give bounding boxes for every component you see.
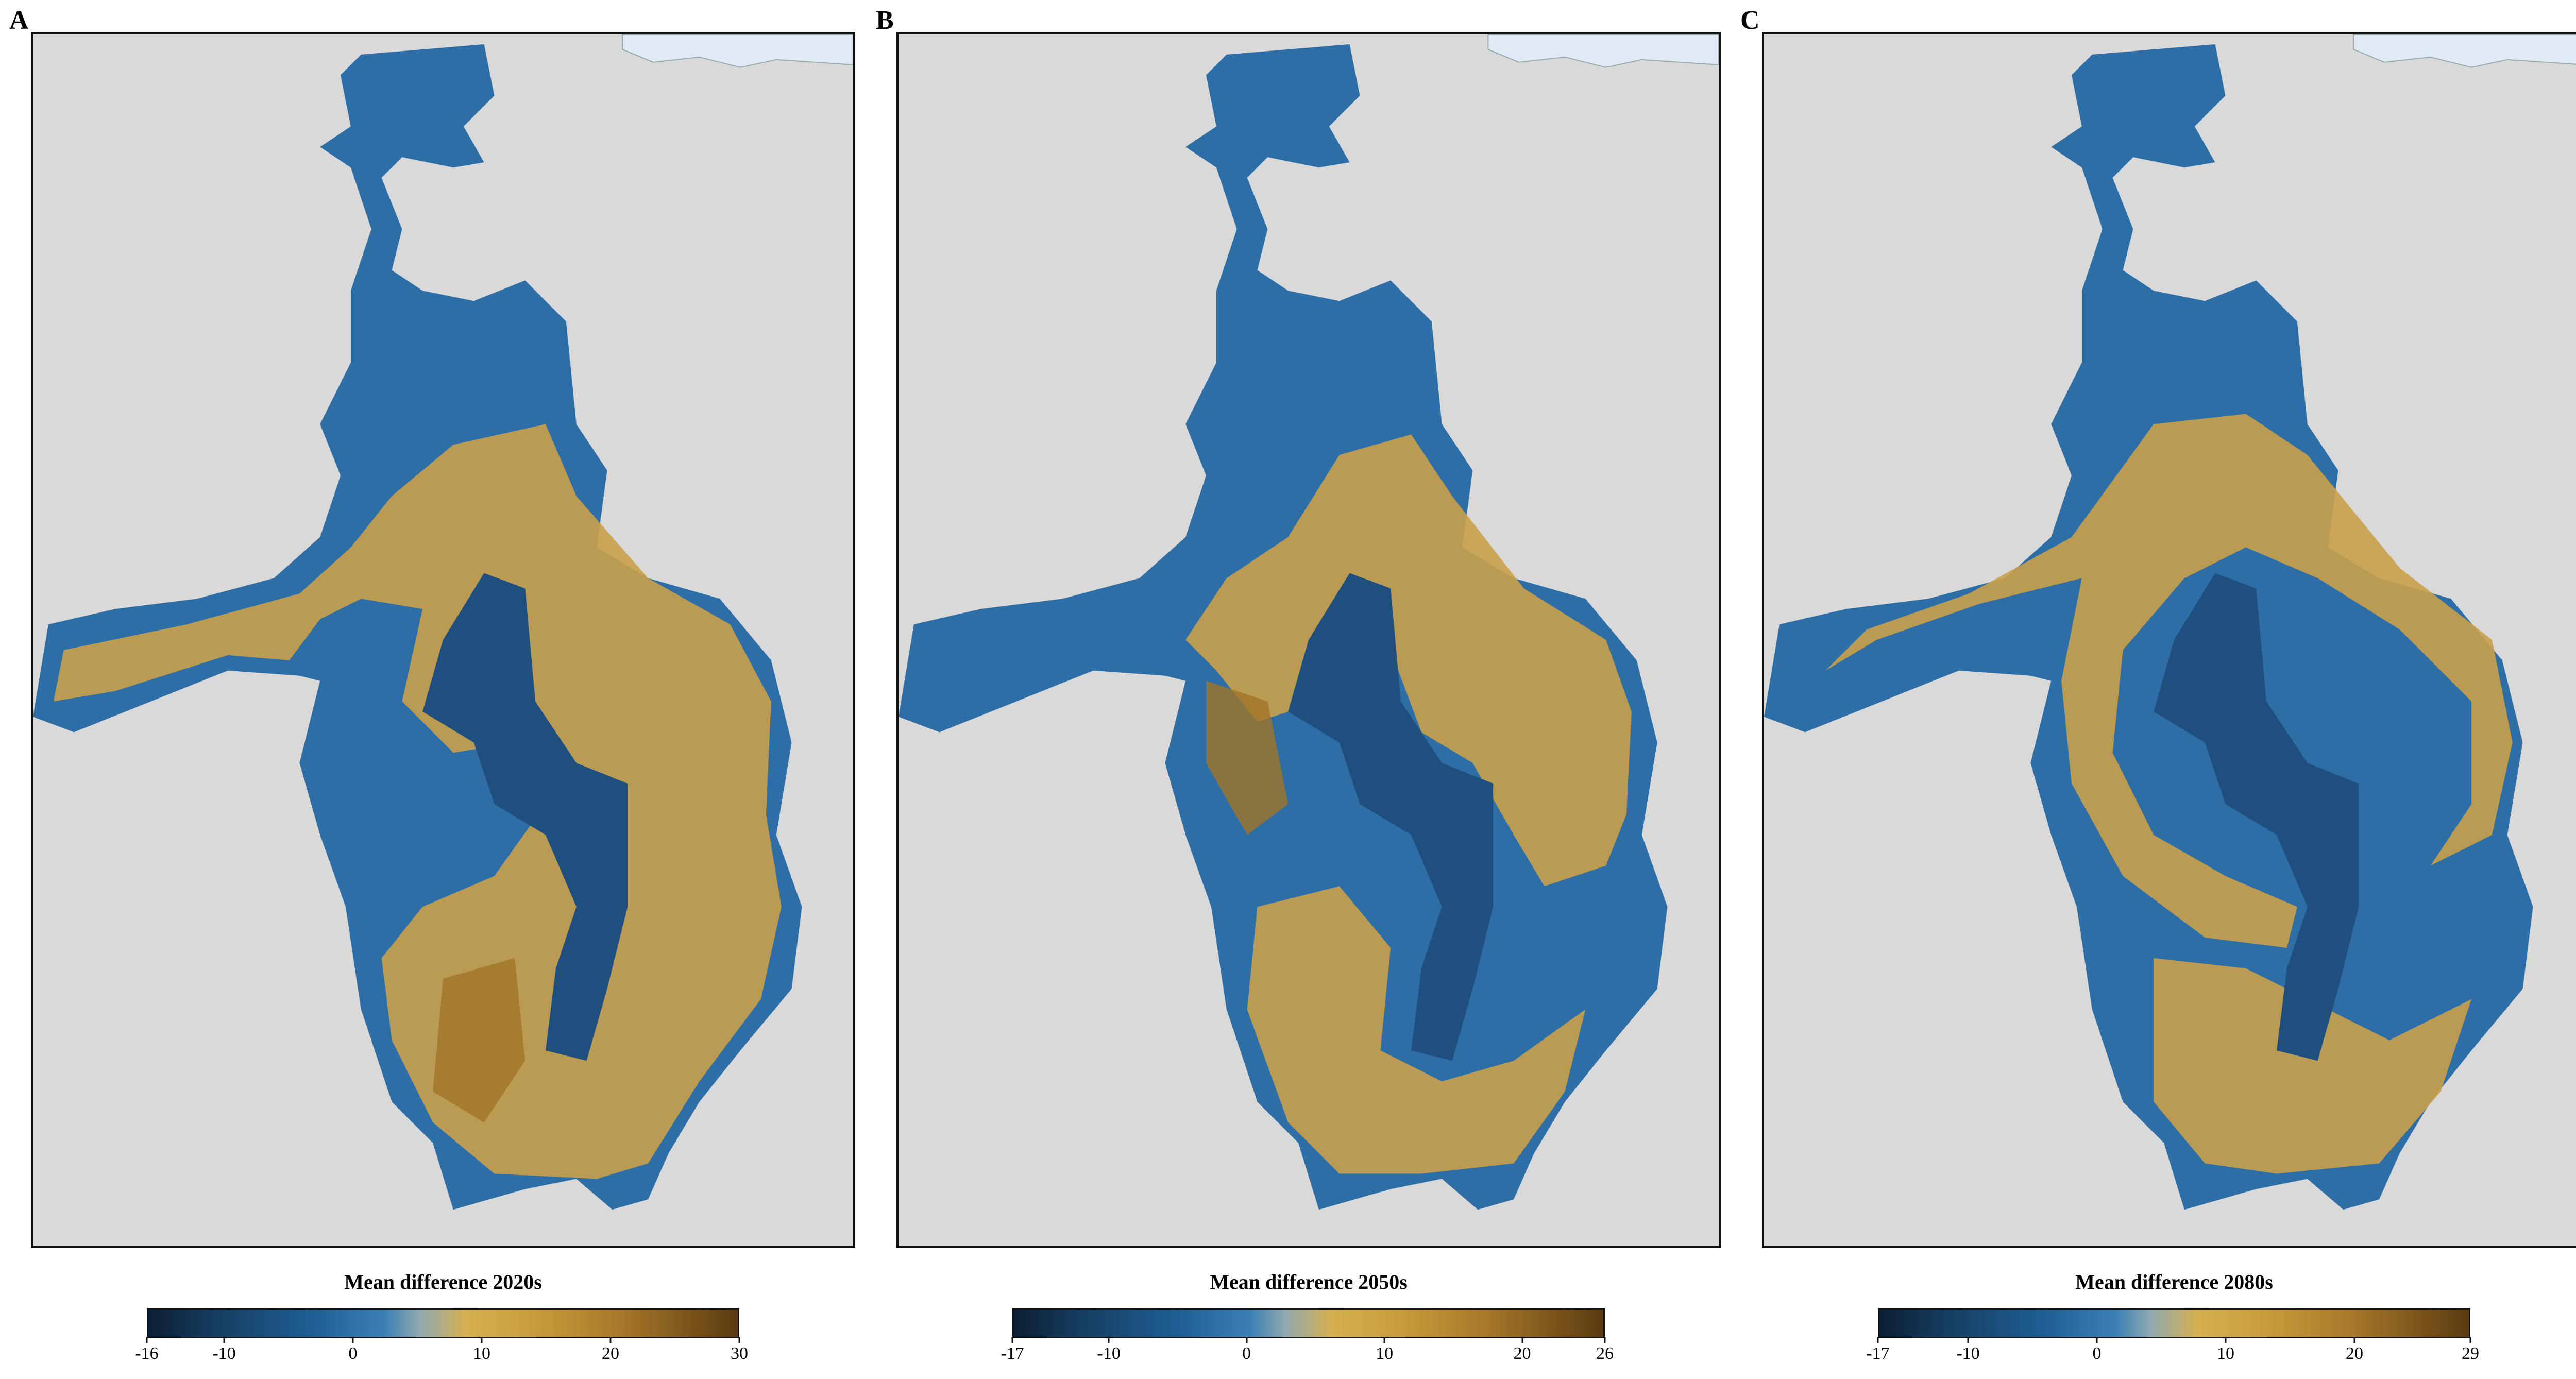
colorbar-tick-label: -10 [212, 1344, 236, 1363]
colorbar-tick-label: 20 [2346, 1344, 2363, 1363]
negative-core [2154, 573, 2359, 1061]
colorbar-tick-label: 26 [1596, 1344, 1614, 1363]
region-map-a [33, 34, 853, 1210]
positive-ring [1825, 414, 2513, 1174]
colorbar-tick-label: 20 [602, 1344, 619, 1363]
colorbar-tickmark [1967, 1337, 1969, 1343]
colorbar-tick-label: -17 [1866, 1344, 1890, 1363]
colorbar-tickmark [1011, 1337, 1013, 1343]
region-map-b [899, 34, 1719, 1210]
colorbar-tickmark [1521, 1337, 1523, 1343]
colorbar-tickmark [2096, 1337, 2098, 1343]
negative-core [422, 573, 628, 1061]
panel-letter-a: A [9, 6, 29, 35]
colorbar-tick-label: -10 [1956, 1344, 1980, 1363]
colorbar-tickmark [223, 1337, 225, 1343]
colorbar-tickmark [1246, 1337, 1248, 1343]
panel-letter-c: C [1740, 6, 1760, 35]
colorbar [1878, 1308, 2470, 1338]
colorbar-tick-label: -16 [135, 1344, 159, 1363]
water-body [2353, 34, 2576, 68]
map-panel-c [1762, 32, 2576, 1248]
positive-zone [1185, 434, 1632, 1174]
positive-dark-zone [1206, 680, 1289, 835]
colorbar-tick-label: 0 [2092, 1344, 2102, 1363]
colorbar-tick-label: 30 [731, 1344, 748, 1363]
colorbar-tickmark [481, 1337, 483, 1343]
colorbar-tickmark [2225, 1337, 2227, 1343]
colorbar-tick-label: 10 [1376, 1344, 1394, 1363]
negative-core [1288, 573, 1494, 1061]
water-body [622, 34, 853, 68]
colorbar [1012, 1308, 1605, 1338]
colorbar-tick-label: 10 [473, 1344, 490, 1363]
colorbar-tickmark [738, 1337, 740, 1343]
colorbar-tickmark [352, 1337, 354, 1343]
colorbar-tick-label: -10 [1097, 1344, 1121, 1363]
legend-title: Mean difference 2020s [344, 1270, 542, 1293]
colorbar-tickmark [1604, 1337, 1606, 1343]
legend-title: Mean difference 2050s [1210, 1270, 1408, 1293]
colorbar-tick-label: 10 [2217, 1344, 2234, 1363]
colorbar-tickmark [1383, 1337, 1385, 1343]
map-panel-a [31, 32, 855, 1248]
colorbar-tick-label: 0 [348, 1344, 358, 1363]
colorbar-tickmark [1877, 1337, 1879, 1343]
colorbar-tickmark [609, 1337, 612, 1343]
colorbar-tickmark [2469, 1337, 2471, 1343]
colorbar-tick-label: -17 [1001, 1344, 1024, 1363]
legend-title: Mean difference 2080s [2075, 1270, 2273, 1293]
water-body [1487, 34, 1719, 68]
colorbar-tick-label: 20 [1513, 1344, 1531, 1363]
colorbar [147, 1308, 739, 1338]
colorbar-tickmark [1108, 1337, 1110, 1343]
colorbar-tick-label: 29 [2462, 1344, 2479, 1363]
colorbar-tickmark [2353, 1337, 2355, 1343]
colorbar-tickmark [146, 1337, 148, 1343]
map-panel-b [896, 32, 1721, 1248]
positive-dark-zone [433, 958, 526, 1122]
region-map-c [1764, 34, 2576, 1210]
colorbar-tick-label: 0 [1242, 1344, 1251, 1363]
panel-letter-b: B [876, 6, 894, 35]
